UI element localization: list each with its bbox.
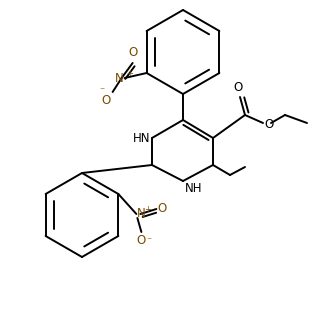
Text: O: O [264,118,273,130]
Text: N: N [115,71,124,85]
Text: +: + [126,70,133,79]
Text: O: O [137,234,146,247]
Text: ⁻: ⁻ [100,86,105,96]
Text: ⁻: ⁻ [146,236,152,246]
Text: O: O [157,202,167,216]
Text: +: + [144,206,151,215]
Text: O: O [233,81,243,94]
Text: NH: NH [185,182,203,195]
Text: N: N [137,207,146,221]
Text: HN: HN [133,131,150,144]
Text: O: O [128,46,137,59]
Text: O: O [101,94,111,107]
